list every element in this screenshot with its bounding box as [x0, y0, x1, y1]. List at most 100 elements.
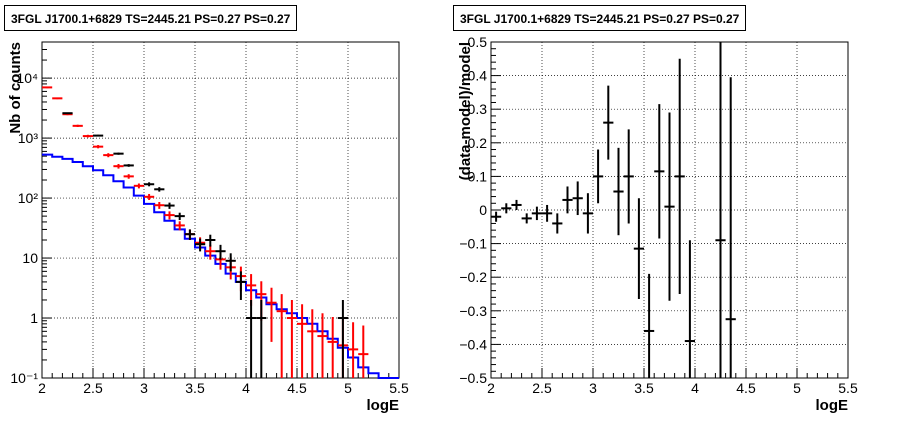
data-point — [715, 42, 726, 378]
y-tick-label: 10 — [22, 250, 38, 266]
y-tick-label: 0.3 — [468, 101, 488, 117]
y-tick-label: 10⁻¹ — [10, 370, 38, 386]
data-point — [266, 287, 277, 342]
data-point — [582, 193, 593, 234]
model-step-line — [42, 153, 399, 379]
data-point — [603, 85, 614, 160]
data-point — [215, 244, 226, 260]
y-tick-label: 0.4 — [468, 68, 488, 84]
x-tick-label: 5.5 — [838, 380, 858, 396]
data-point — [184, 229, 195, 240]
x-tick-label: 3.5 — [634, 380, 654, 396]
data-point — [307, 309, 318, 378]
y-tick-label: 1 — [30, 310, 38, 326]
data-point — [235, 271, 246, 300]
data-point — [562, 186, 573, 214]
x-tick-label: 2.5 — [83, 380, 103, 396]
data-point — [144, 193, 155, 200]
x-tick-label: 4.5 — [287, 380, 307, 396]
data-point — [246, 299, 257, 378]
x-axis-label: logE — [816, 397, 849, 414]
data-point — [164, 211, 175, 220]
data-point — [62, 112, 73, 115]
x-tick-label: 4 — [242, 380, 250, 396]
y-tick-label: 0 — [479, 202, 487, 218]
data-point — [654, 104, 665, 239]
y-tick-label: −0.2 — [459, 269, 487, 285]
data-point — [286, 299, 297, 378]
data-point — [93, 145, 104, 149]
data-point — [205, 234, 216, 247]
data-point — [144, 182, 155, 187]
data-point — [684, 240, 695, 378]
y-tick-label: 10⁴ — [16, 70, 38, 86]
data-point — [164, 202, 175, 209]
x-tick-label: 5 — [793, 380, 801, 396]
chart-title: 3FGL J1700.1+6829 TS=2445.21 PS=0.27 PS=… — [453, 5, 747, 31]
x-tick-label: 3.5 — [185, 380, 205, 396]
x-tick-label: 4.5 — [736, 380, 756, 396]
y-axis-label: Nb of counts — [7, 42, 24, 134]
left-plot-pad: 2 2.5 3 3.5 4 4.5 5 5.5 10⁻¹ 1 10 10² 10³ 10⁴ logE Nb o… — [4, 5, 409, 414]
data-point — [174, 221, 185, 231]
data-point — [154, 201, 165, 209]
x-tick-label: 2.5 — [532, 380, 552, 396]
data-point — [327, 317, 338, 378]
data-point — [491, 211, 502, 222]
y-tick-label: −0.1 — [459, 236, 487, 252]
data-point — [72, 124, 83, 128]
data-point — [174, 212, 185, 221]
data-point — [256, 299, 267, 378]
x-tick-label: 3 — [589, 380, 597, 396]
data-point — [42, 86, 53, 89]
plot-frame — [41, 41, 400, 379]
data-point — [297, 304, 308, 378]
data-point — [664, 112, 675, 301]
right-plot-pad: 2 2.5 3 3.5 4 4.5 5 5.5 −0.5 −0.4 −0.3 −0.2 −0.1 0 0.1… — [449, 0, 898, 421]
data-point — [501, 203, 512, 214]
data-point — [511, 199, 522, 210]
y-tick-label: 0.5 — [468, 34, 488, 50]
y-tick-label: 10² — [18, 190, 39, 206]
x-tick-label: 5.5 — [389, 380, 409, 396]
data-point — [633, 198, 644, 300]
data-point — [276, 294, 287, 378]
data-point — [358, 325, 369, 378]
counts-spectrum-chart: 2 2.5 3 3.5 4 4.5 5 5.5 10⁻¹ 1 10 10² 10³ 10⁴ logE Nb o… — [7, 41, 409, 414]
data-point — [113, 163, 124, 169]
data-point — [613, 147, 624, 236]
y-tick-label: −0.3 — [459, 303, 487, 319]
y-tick-label: −0.5 — [459, 370, 487, 386]
x-tick-label: 4 — [691, 380, 699, 396]
x-tick-label: 5 — [344, 380, 352, 396]
data-point — [572, 181, 583, 216]
chart-title: 3FGL J1700.1+6829 TS=2445.21 PS=0.27 PS=… — [4, 5, 298, 31]
data-point — [623, 129, 634, 224]
data-point — [123, 174, 134, 179]
data-point — [317, 313, 328, 378]
data-point — [674, 58, 685, 294]
data-point — [82, 134, 93, 138]
data-point — [93, 134, 104, 137]
data-point — [725, 77, 736, 378]
data-point — [154, 187, 165, 192]
data-point — [133, 183, 144, 189]
data-point — [103, 153, 114, 158]
y-tick-label: 0.2 — [468, 135, 488, 151]
data-point — [123, 164, 134, 167]
x-tick-label: 3 — [140, 380, 148, 396]
data-point — [531, 206, 542, 221]
data-point — [552, 213, 563, 234]
data-point — [644, 273, 655, 378]
data-point — [542, 204, 553, 222]
data-point — [52, 97, 63, 100]
data-point — [113, 152, 124, 155]
y-tick-label: 10³ — [18, 130, 39, 146]
y-tick-label: 0.1 — [468, 168, 488, 184]
data-point — [195, 238, 206, 252]
x-tick-label: 2 — [38, 380, 46, 396]
data-point — [337, 299, 348, 378]
y-axis-label: (data-model)/model — [457, 42, 474, 180]
data-point — [205, 244, 216, 260]
residuals-chart: 2 2.5 3 3.5 4 4.5 5 5.5 −0.5 −0.4 −0.3 −0.2 −0.1 0 0.1… — [457, 34, 858, 414]
